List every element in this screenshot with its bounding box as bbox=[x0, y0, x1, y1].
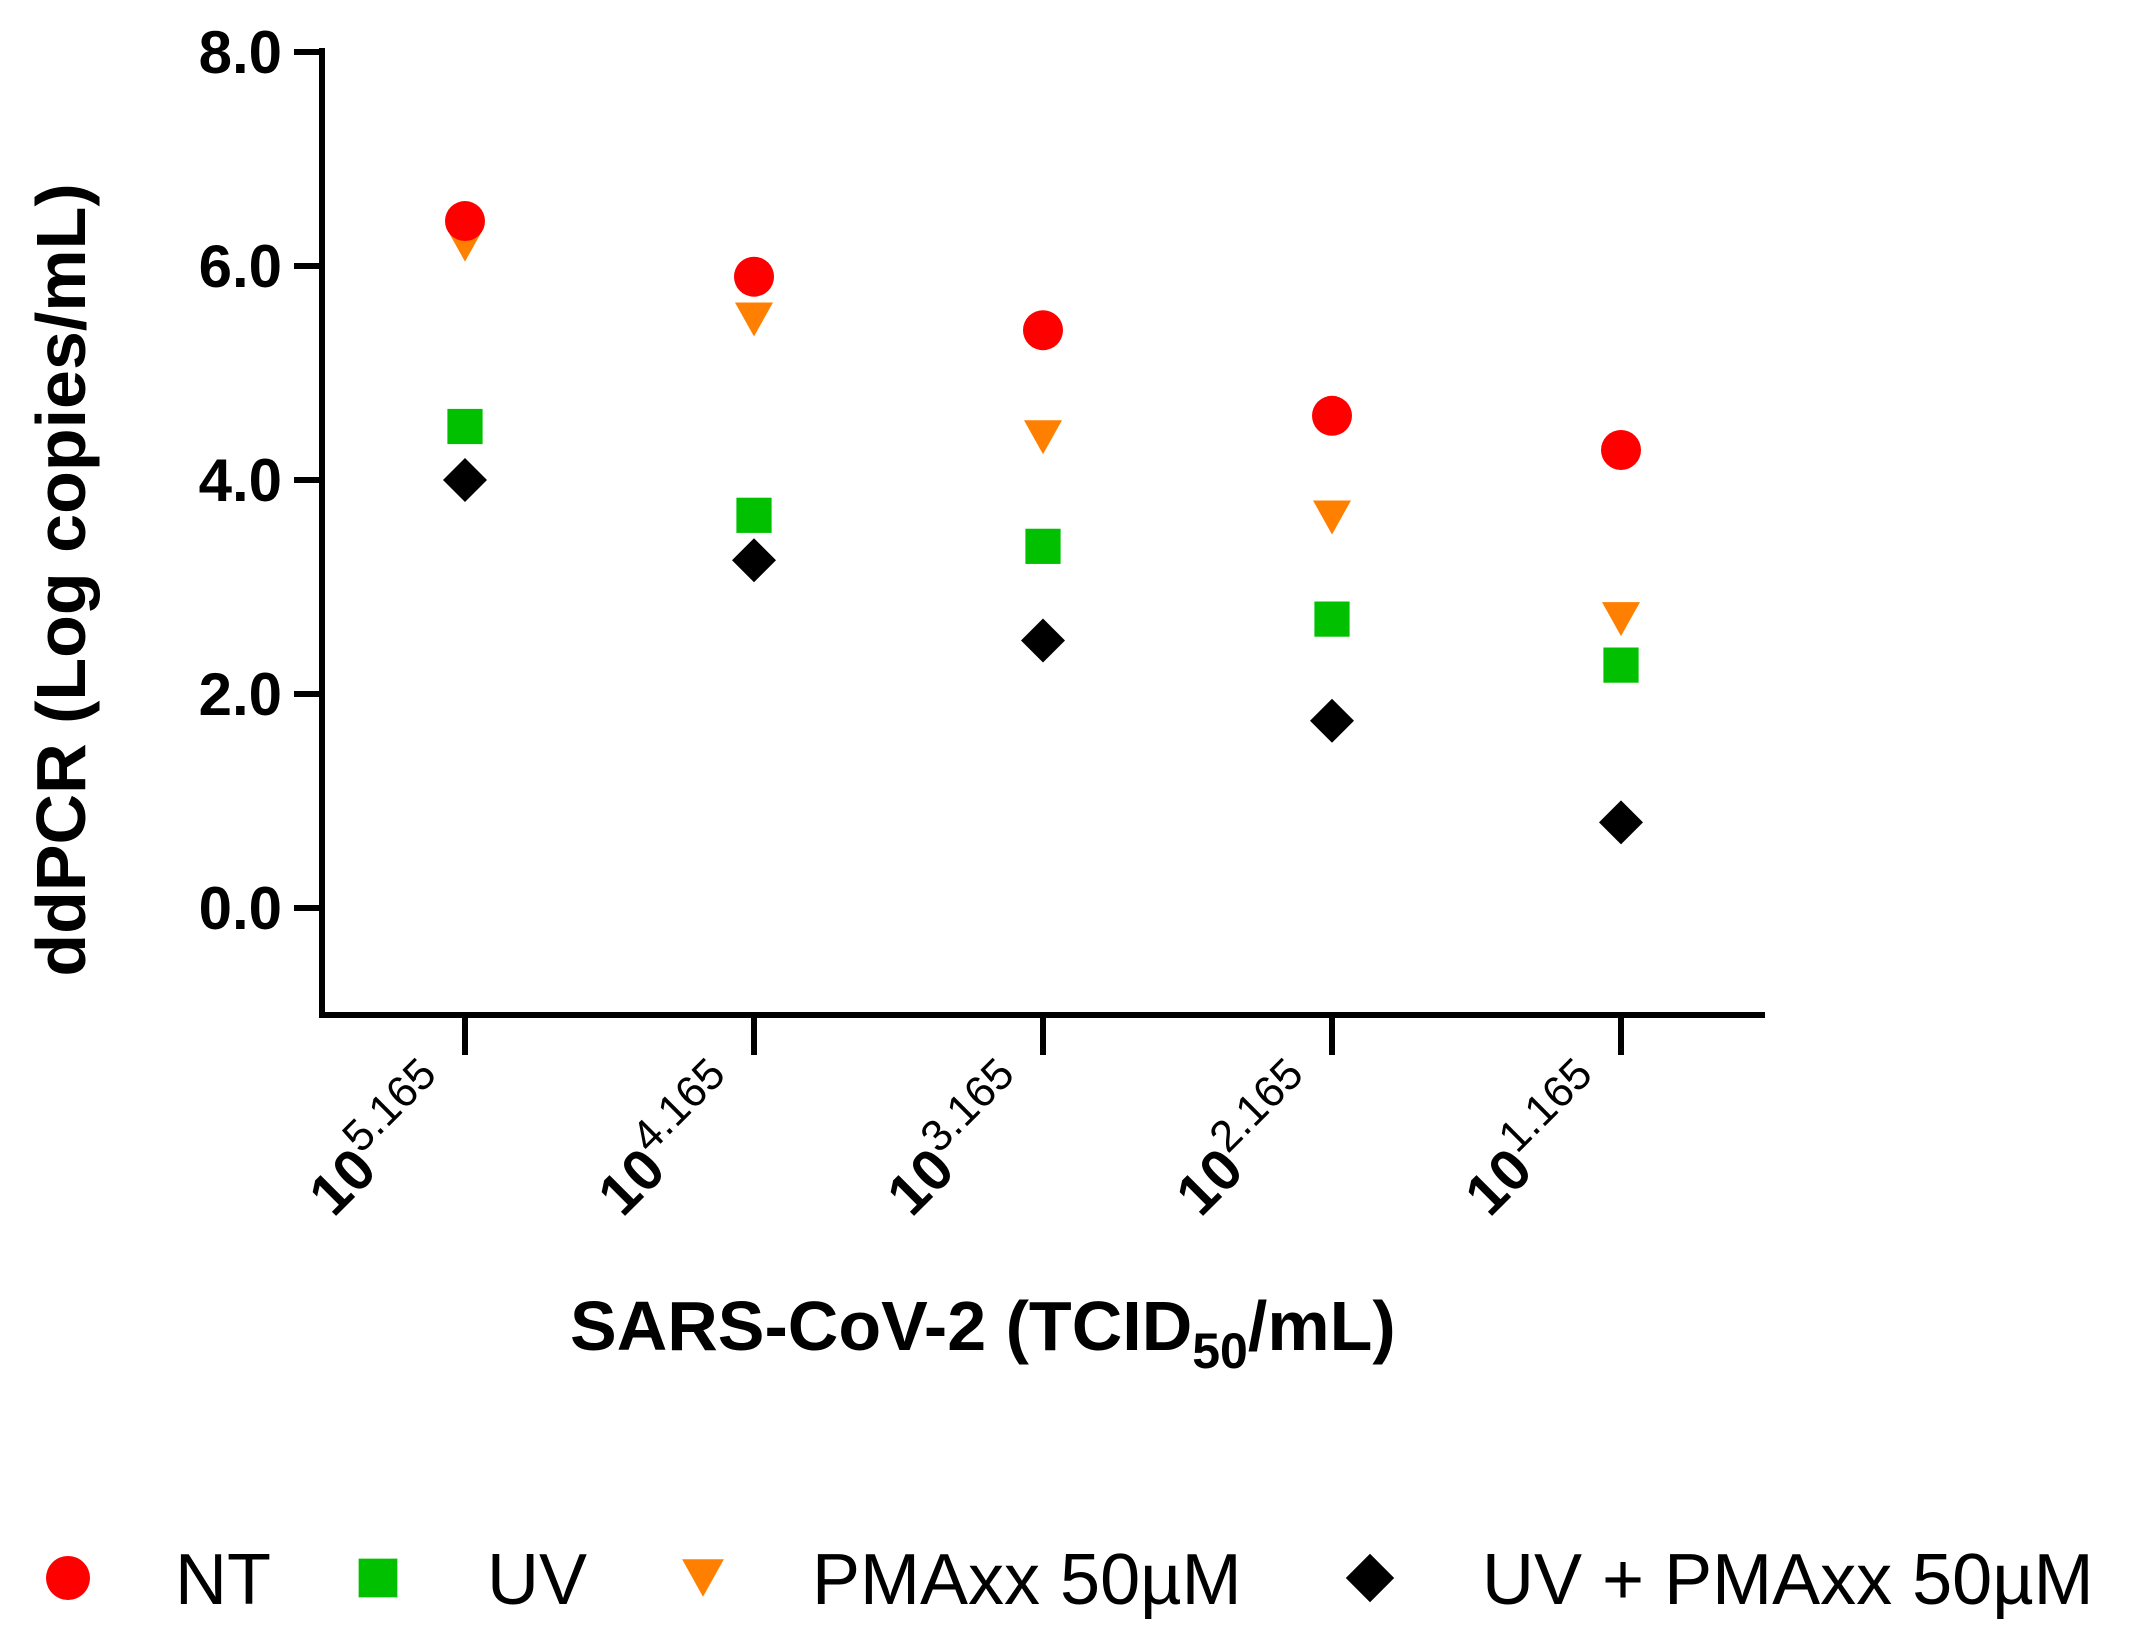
x-tick-label: 101.165 bbox=[1444, 1049, 1623, 1228]
legend-item-uv-pmaxx-50-m: UV + PMAxx 50µM bbox=[1345, 1540, 2094, 1620]
legend-item-pmaxx-50-m: PMAxx 50µM bbox=[682, 1540, 1242, 1620]
legend-marker-square bbox=[358, 1558, 398, 1598]
legend-item-uv: UV bbox=[358, 1540, 587, 1620]
point-nt bbox=[1023, 310, 1063, 351]
y-tick-label: 0.0 bbox=[199, 875, 282, 942]
point-pmaxx-50-m bbox=[1313, 500, 1351, 535]
legend-marker-triangle-down bbox=[682, 1559, 724, 1597]
legend-marker-diamond bbox=[1345, 1553, 1395, 1603]
y-axis-title: ddPCR (Log copies/mL) bbox=[22, 183, 100, 976]
x-tick-label-exponent: 2.165 bbox=[1200, 1049, 1313, 1162]
x-axis-title-main: SARS-CoV-2 (TCID bbox=[570, 1287, 1192, 1365]
x-tick-label-exponent: 4.165 bbox=[622, 1049, 735, 1162]
x-tick-label: 102.165 bbox=[1155, 1049, 1334, 1228]
point-uv-pmaxx-50-m bbox=[443, 458, 487, 502]
x-tick-label: 105.165 bbox=[288, 1049, 467, 1228]
x-axis-title: SARS-CoV-2 (TCID50/mL) bbox=[570, 1287, 1396, 1379]
legend-item-nt: NT bbox=[46, 1540, 271, 1620]
legend: NT UV PMAxx 50µM UV + PMAxx 50µM bbox=[46, 1540, 2094, 1620]
point-nt bbox=[1312, 395, 1352, 436]
point-pmaxx-50-m bbox=[1602, 602, 1640, 637]
point-uv-pmaxx-50-m bbox=[1021, 618, 1065, 663]
point-uv-pmaxx-50-m bbox=[1310, 698, 1354, 743]
y-tick-label: 4.0 bbox=[199, 447, 282, 514]
point-uv bbox=[1603, 647, 1639, 683]
point-pmaxx-50-m bbox=[735, 302, 773, 337]
x-axis-ticks: 105.165 104.165 103.165 102.165 101.165 bbox=[288, 1015, 1624, 1228]
point-nt bbox=[734, 256, 774, 297]
point-uv-pmaxx-50-m bbox=[732, 538, 776, 583]
point-uv bbox=[1025, 528, 1061, 564]
point-nt bbox=[445, 201, 485, 242]
x-tick-label-exponent: 5.165 bbox=[333, 1049, 446, 1162]
x-tick-label: 104.165 bbox=[577, 1049, 756, 1228]
legend-marker-circle bbox=[46, 1556, 90, 1600]
legend-label: UV + PMAxx 50µM bbox=[1482, 1540, 2094, 1620]
y-tick-label: 6.0 bbox=[199, 233, 282, 300]
y-tick-label: 8.0 bbox=[199, 19, 282, 86]
point-uv bbox=[1314, 601, 1350, 637]
point-pmaxx-50-m bbox=[1024, 420, 1062, 455]
point-nt bbox=[1601, 430, 1641, 471]
point-uv bbox=[736, 497, 772, 533]
legend-label: PMAxx 50µM bbox=[812, 1540, 1242, 1620]
x-tick-label-exponent: 3.165 bbox=[911, 1049, 1024, 1162]
legend-label: NT bbox=[175, 1540, 271, 1620]
point-uv bbox=[447, 408, 483, 445]
x-tick-label: 103.165 bbox=[866, 1049, 1045, 1228]
x-axis-title-suffix: /mL) bbox=[1248, 1287, 1396, 1365]
y-tick-label: 2.0 bbox=[199, 661, 282, 728]
x-tick-label-exponent: 1.165 bbox=[1489, 1049, 1602, 1162]
x-axis-title-subscript: 50 bbox=[1192, 1323, 1248, 1379]
y-axis-ticks: 0.0 2.0 4.0 6.0 8.0 bbox=[199, 19, 322, 942]
point-uv-pmaxx-50-m bbox=[1599, 800, 1643, 845]
legend-label: UV bbox=[487, 1540, 587, 1620]
data-points bbox=[443, 201, 1643, 845]
